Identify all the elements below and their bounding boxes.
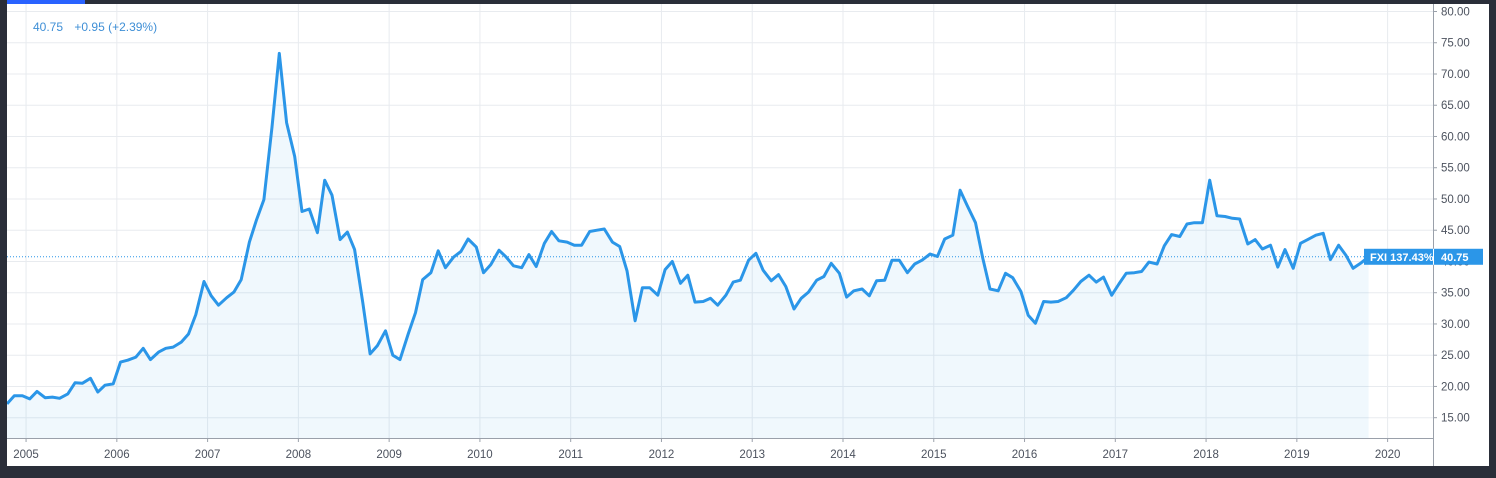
x-tick-label: 2016 <box>1012 449 1038 461</box>
y-tick-label: 50.00 <box>1441 194 1470 206</box>
y-tick-label: 45.00 <box>1441 225 1470 237</box>
price-tag-symbol: FXI 137.43% <box>1370 252 1434 264</box>
x-tick-label: 2019 <box>1284 449 1310 461</box>
price-chart[interactable]: 15.0020.0025.0030.0035.0040.0045.0050.00… <box>7 4 1489 466</box>
x-tick-label: 2007 <box>195 449 221 461</box>
legend-last-value: 40.75 <box>33 20 64 34</box>
x-tick-label: 2020 <box>1375 449 1401 461</box>
x-tick-label: 2009 <box>376 449 402 461</box>
y-tick-label: 15.00 <box>1441 413 1470 425</box>
price-series-line <box>7 51 1370 405</box>
x-tick-label: 2014 <box>830 449 856 461</box>
active-tab-indicator <box>7 0 85 4</box>
x-tick-label: 2005 <box>13 449 39 461</box>
y-tick-label: 20.00 <box>1441 381 1470 393</box>
y-tick-label: 55.00 <box>1441 163 1470 175</box>
y-tick-label: 35.00 <box>1441 288 1470 300</box>
price-tag: FXI 137.43% 40.75 <box>1364 248 1483 265</box>
y-tick-label: 70.00 <box>1441 69 1470 81</box>
grid-lines <box>7 4 1433 438</box>
y-tick-label: 80.00 <box>1441 6 1470 18</box>
y-tick-label: 65.00 <box>1441 100 1470 112</box>
legend: 40.75 +0.95 (+2.39%) <box>33 20 165 34</box>
x-tick-label: 2008 <box>286 449 312 461</box>
x-tick-label: 2006 <box>104 449 130 461</box>
x-tick-label: 2011 <box>558 449 583 461</box>
x-tick-label: 2018 <box>1193 449 1219 461</box>
price-tag-value: 40.75 <box>1441 252 1469 264</box>
x-tick-label: 2013 <box>739 449 765 461</box>
chart-frame[interactable]: 15.0020.0025.0030.0035.0040.0045.0050.00… <box>7 4 1489 466</box>
x-tick-label: 2017 <box>1103 449 1129 461</box>
x-tick-label: 2012 <box>649 449 675 461</box>
x-axis-ticks[interactable]: 2005 2006 2007 2008 2009 2010 2011 2012 2013 2014… <box>13 438 1400 461</box>
y-tick-label: 75.00 <box>1441 38 1470 50</box>
price-tag-background <box>1364 248 1483 265</box>
price-area-fill <box>7 53 1369 439</box>
legend-change: +0.95 (+2.39%) <box>74 20 158 34</box>
y-tick-label: 30.00 <box>1441 319 1470 331</box>
y-tick-label: 60.00 <box>1441 131 1470 143</box>
x-tick-label: 2015 <box>921 449 947 461</box>
y-tick-label: 25.00 <box>1441 350 1470 362</box>
y-axis-ticks[interactable]: 15.0020.0025.0030.0035.0040.0045.0050.00… <box>1433 6 1470 425</box>
x-tick-label: 2010 <box>467 449 493 461</box>
